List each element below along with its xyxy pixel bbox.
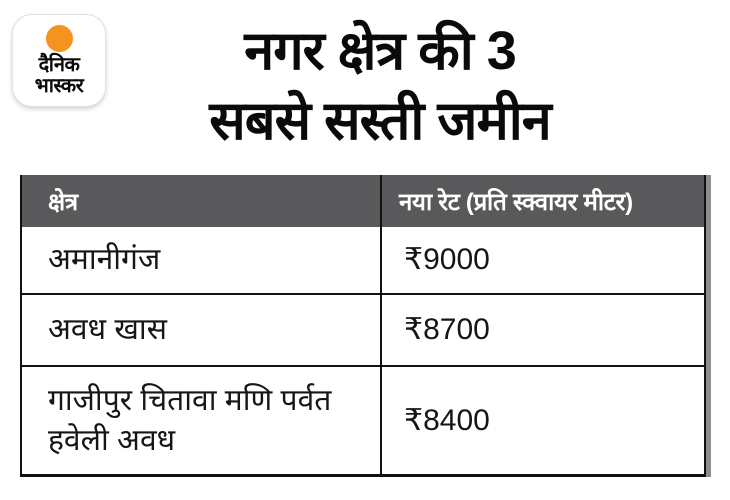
cheapest-land-table: क्षेत्र नया रेट (प्रति स्क्वायर मीटर) अम… xyxy=(20,175,706,477)
area-cell: गाजीपुर चितावा मणि पर्वत हवेली अवध xyxy=(22,367,382,474)
page-title-line1: नगर क्षेत्र की 3 xyxy=(244,21,516,81)
rate-cell: ₹8400 xyxy=(404,403,490,437)
table-header-row: क्षेत्र नया रेट (प्रति स्क्वायर मीटर) xyxy=(22,175,704,227)
page-title-line2: सबसे सस्ती जमीन xyxy=(209,91,551,151)
dainik-bhaskar-logo: दैनिक भास्कर xyxy=(12,14,106,107)
header-cell-rate: नया रेट (प्रति स्क्वायर मीटर) xyxy=(399,188,633,216)
table-row: अमानीगंज ₹9000 xyxy=(22,227,704,295)
table-row: गाजीपुर चितावा मणि पर्वत हवेली अवध ₹8400 xyxy=(22,367,704,474)
header-cell-area: क्षेत्र xyxy=(22,175,382,227)
area-cell: अमानीगंज xyxy=(22,227,382,293)
rate-cell: ₹8700 xyxy=(404,313,490,346)
logo-text-line2: भास्कर xyxy=(34,74,84,97)
table-row: अवध खास ₹8700 xyxy=(22,295,704,367)
logo-orange-dot-icon xyxy=(45,24,73,52)
rate-cell: ₹9000 xyxy=(404,243,490,276)
area-cell: अवध खास xyxy=(22,295,382,365)
logo-text-line1: दैनिक xyxy=(38,53,80,76)
page-title: नगर क्षेत्र की 3 सबसे सस्ती जमीन xyxy=(30,16,730,156)
